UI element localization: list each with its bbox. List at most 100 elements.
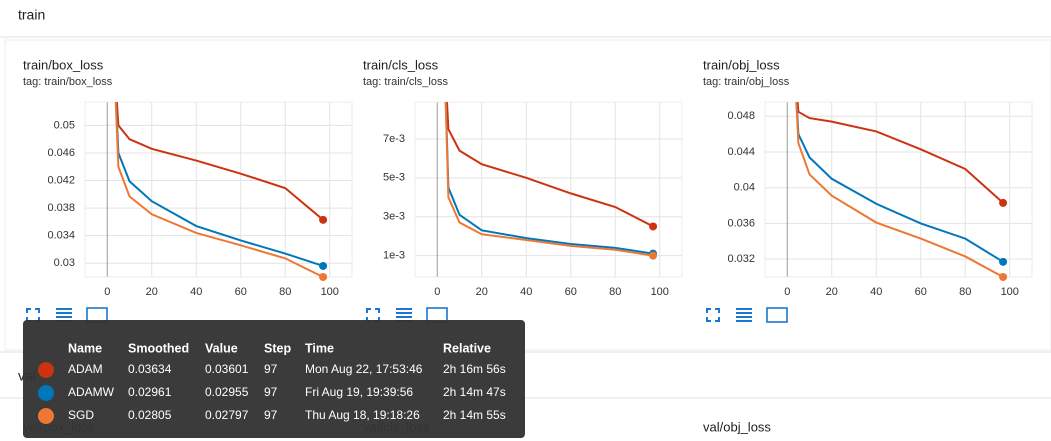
x-tick-label: 80 [959, 286, 971, 298]
plot-border [414, 101, 683, 278]
tooltip-header: Step [264, 341, 291, 355]
plot-border [764, 101, 1033, 278]
series-end-dot [999, 257, 1008, 266]
tooltip-box [23, 320, 525, 438]
tooltip-header: Smoothed [128, 341, 189, 355]
tooltip-cell: 97 [264, 362, 278, 376]
x-tick-label: 100 [651, 286, 669, 298]
y-tick-label: 7e-3 [383, 133, 405, 145]
x-tick-label: 40 [870, 286, 882, 298]
series-swatch [38, 408, 54, 424]
tooltip-header: Time [305, 341, 334, 355]
series-end-dot [319, 261, 328, 270]
series-line [795, 102, 1004, 277]
tooltip: Name Smoothed Value Step Time Relative ADAM 0.0… [23, 320, 525, 438]
tooltip-cell: Mon Aug 22, 17:53:46 [305, 362, 423, 376]
series-end-dot [999, 198, 1008, 207]
tooltip-cell: 0.02797 [205, 408, 249, 422]
x-tick-label: 80 [279, 286, 291, 298]
chart-title: train/obj_loss [703, 57, 780, 72]
x-tick-label: 0 [104, 286, 110, 298]
y-tick-label: 0.038 [47, 202, 75, 214]
y-tick-label: 0.046 [47, 147, 75, 159]
series-swatch [38, 362, 54, 378]
chart-subtitle: tag: train/obj_loss [703, 76, 790, 88]
fullscreen-button[interactable] [26, 308, 40, 322]
series-line [444, 102, 654, 257]
y-tick-label: 0.032 [727, 253, 755, 265]
series-end-dot [649, 222, 658, 231]
chart: train/box_loss tag: train/box_loss 0.03 0.0… [23, 57, 353, 323]
x-tick-label: 20 [476, 286, 488, 298]
chart: train/cls_loss tag: train/cls_loss 1e-3 3e-… [363, 57, 683, 323]
chart-subtitle: tag: train/cls_loss [363, 76, 448, 88]
legend-toggle-button[interactable] [56, 308, 72, 322]
chart-subtitle: tag: train/box_loss [23, 76, 113, 88]
chart: train/obj_loss tag: train/obj_loss 0.032 0.… [703, 57, 1033, 323]
fullscreen-button[interactable] [706, 308, 720, 322]
tooltip-cell: 0.02961 [128, 385, 172, 399]
tooltip-cell: ADAMW [68, 385, 115, 399]
plot-border [84, 101, 353, 278]
y-tick-label: 0.03 [54, 257, 75, 269]
tooltip-cell: ADAM [68, 362, 103, 376]
series-swatch [38, 385, 54, 401]
x-tick-label: 40 [190, 286, 202, 298]
x-tick-label: 20 [826, 286, 838, 298]
y-tick-label: 3e-3 [383, 211, 405, 223]
x-tick-label: 20 [146, 286, 158, 298]
x-tick-label: 80 [609, 286, 621, 298]
series-line [115, 102, 324, 267]
tooltip-cell: 0.03601 [205, 362, 249, 376]
chart-title: train/box_loss [23, 57, 104, 72]
tooltip-header: Name [68, 341, 102, 355]
x-tick-label: 60 [915, 286, 927, 298]
tooltip-cell: 2h 16m 56s [443, 362, 506, 376]
tooltip-cell: 0.02955 [205, 385, 249, 399]
y-tick-label: 0.05 [54, 119, 75, 131]
y-tick-label: 0.034 [47, 230, 75, 242]
y-tick-label: 1e-3 [383, 250, 405, 262]
section-header[interactable]: train [18, 7, 45, 23]
series-end-dot [319, 215, 328, 224]
tooltip-cell: 0.03634 [128, 362, 172, 376]
tooltip-cell: 97 [264, 385, 278, 399]
chart-title: val/obj_loss [703, 419, 771, 434]
y-tick-label: 5e-3 [383, 172, 405, 184]
series-line [444, 102, 654, 255]
series-end-dot [999, 273, 1008, 281]
tooltip-cell: 2h 14m 55s [443, 408, 506, 422]
x-tick-label: 40 [520, 286, 532, 298]
tooltip-cell: Thu Aug 18, 19:18:26 [305, 408, 420, 422]
y-tick-label: 0.048 [727, 110, 755, 122]
y-tick-label: 0.042 [47, 174, 75, 186]
legend-toggle-button[interactable] [736, 308, 752, 322]
x-tick-label: 100 [1001, 286, 1019, 298]
card-area [4, 39, 1051, 351]
legend-toggle-button[interactable] [396, 308, 412, 322]
x-tick-label: 60 [235, 286, 247, 298]
chart-title: train/cls_loss [363, 57, 439, 72]
y-tick-label: 0.044 [727, 146, 755, 158]
fullscreen-button[interactable] [366, 308, 380, 322]
series-line [795, 102, 1004, 263]
x-tick-label: 0 [784, 286, 790, 298]
tooltip-cell: SGD [68, 408, 94, 422]
series-end-dot [649, 251, 658, 260]
tooltip-header: Value [205, 341, 238, 355]
x-tick-label: 0 [434, 286, 440, 298]
fit-domain-button[interactable] [766, 307, 788, 323]
y-tick-label: 0.04 [734, 182, 755, 194]
x-tick-label: 60 [565, 286, 577, 298]
series-line [796, 102, 1004, 204]
series-line [115, 102, 324, 221]
tooltip-cell: 97 [264, 408, 278, 422]
series-end-dot [319, 273, 328, 281]
y-tick-label: 0.036 [727, 217, 755, 229]
x-tick-label: 100 [321, 286, 339, 298]
tooltip-cell: 2h 14m 47s [443, 385, 506, 399]
charts: train/box_loss tag: train/box_loss 0.03 0.0… [23, 57, 1033, 323]
series-line [114, 102, 324, 277]
series-line [445, 102, 654, 228]
